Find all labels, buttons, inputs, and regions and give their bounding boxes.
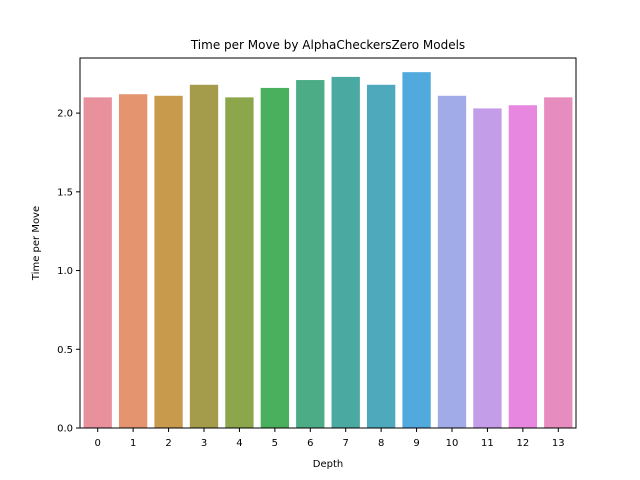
x-tick-label: 2 xyxy=(165,438,171,449)
bars-layer xyxy=(83,72,573,429)
y-tick-label: 1.5 xyxy=(57,187,73,198)
bar-depth-10 xyxy=(437,95,467,428)
bar-depth-2 xyxy=(154,95,183,428)
x-tick-label: 8 xyxy=(378,438,384,449)
x-tick-label: 5 xyxy=(272,438,278,449)
bar-depth-1 xyxy=(118,94,148,429)
y-tick-label: 0.0 xyxy=(57,424,73,435)
bar-depth-11 xyxy=(473,108,502,428)
x-tick-label: 10 xyxy=(446,438,459,449)
bar-depth-4 xyxy=(225,97,254,429)
x-tick-label: 6 xyxy=(307,438,313,449)
bar-depth-13 xyxy=(544,97,573,429)
bar-depth-7 xyxy=(331,76,360,428)
x-axis: 0 1 2 3 4 5 6 7 8 9 10 11 12 13 xyxy=(95,428,565,449)
x-tick-label: 13 xyxy=(552,438,565,449)
x-tick-label: 11 xyxy=(481,438,494,449)
bar-depth-12 xyxy=(508,105,538,428)
plot-frame xyxy=(79,57,577,429)
y-tick-label: 0.5 xyxy=(57,345,73,356)
y-axis-title: Time per Move xyxy=(31,206,42,281)
y-tick-label: 2.0 xyxy=(57,109,73,120)
x-tick-label: 9 xyxy=(413,438,419,449)
bar-depth-8 xyxy=(366,84,396,429)
x-tick-label: 0 xyxy=(95,438,101,449)
x-tick-label: 7 xyxy=(343,438,349,449)
y-tick-label: 1.0 xyxy=(57,266,73,277)
x-tick-label: 4 xyxy=(236,438,242,449)
bar-depth-6 xyxy=(296,80,325,428)
chart-title: Time per Move by AlphaCheckersZero Model… xyxy=(190,38,465,52)
bar-depth-0 xyxy=(83,97,112,429)
x-tick-label: 1 xyxy=(130,438,136,449)
bar-depth-5 xyxy=(260,87,290,428)
y-axis: 0.0 0.5 1.0 1.5 2.0 xyxy=(57,109,80,435)
x-tick-label: 12 xyxy=(516,438,529,449)
bar-depth-3 xyxy=(189,84,219,429)
x-tick-label: 3 xyxy=(201,438,207,449)
bar-depth-9 xyxy=(402,72,431,429)
x-axis-title: Depth xyxy=(313,459,343,470)
